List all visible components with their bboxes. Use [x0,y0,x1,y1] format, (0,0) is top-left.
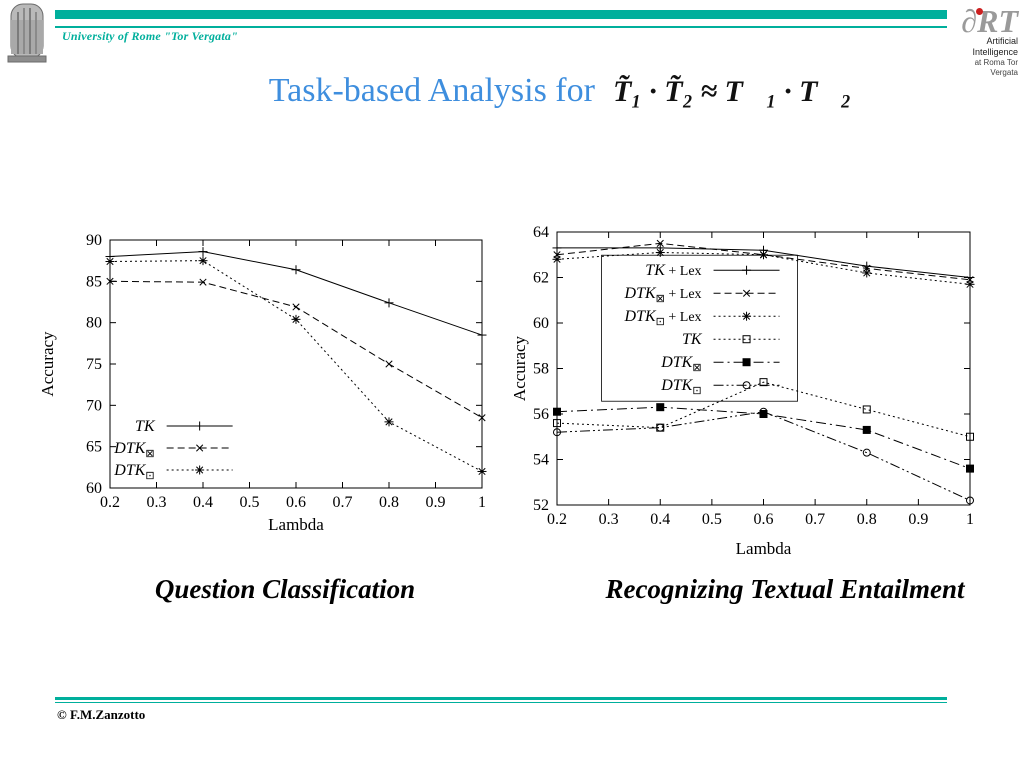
footer-line-thick [55,697,947,700]
svg-text:0.3: 0.3 [147,494,167,511]
textual-entailment-chart: 0.2 0.3 0.4 0.5 0.6 0.7 0.8 0.9 1 52 54 56 58 60 62 64 L… [512,224,975,558]
question-classification-chart: 0.2 0.3 0.4 0.5 0.6 0.7 0.8 0.9 1 60 65 70 75 80 85 90 L… [40,232,487,534]
svg-text:0.4: 0.4 [650,511,670,528]
svg-text:0.6: 0.6 [754,511,774,528]
university-logo [7,3,47,63]
svg-text:Lambda: Lambda [268,515,324,534]
art-logo-line1: Artificial Intelligence [972,36,1018,57]
svg-text:0.4: 0.4 [193,494,213,511]
header-thin-line [55,26,947,28]
title-row: Task-based Analysis for T̃₁ · T̃₂ ≈ T⃗₁ … [110,72,1010,110]
svg-text:70: 70 [86,397,102,414]
svg-text:52: 52 [533,497,549,514]
art-logo: ∂RT Artificial Intelligence at Roma Tor … [946,3,1018,78]
svg-text:0.8: 0.8 [857,511,877,528]
svg-text:DTK⊠: DTK⊠ [660,354,701,374]
caption-left: Question Classification [154,574,416,604]
art-logo-glyphs: ∂RT [961,3,1018,39]
svg-text:DTK⊡: DTK⊡ [660,377,701,397]
svg-text:64: 64 [533,224,549,241]
svg-text:58: 58 [533,361,549,378]
svg-text:1: 1 [478,494,486,511]
svg-text:54: 54 [533,452,549,469]
art-logo-red-dot [976,8,983,15]
svg-text:56: 56 [533,406,549,423]
svg-text:0.2: 0.2 [547,511,567,528]
header-bar [55,10,947,19]
title-formula: T̃₁ · T̃₂ ≈ T⃗₁ · T⃗₂ [612,75,852,108]
svg-text:65: 65 [86,439,102,456]
copyright: © F.M.Zanzotto [57,707,146,722]
svg-text:0.2: 0.2 [100,494,120,511]
page-title: Task-based Analysis for [268,72,595,109]
svg-text:85: 85 [86,273,102,290]
svg-text:DTK⊠ + Lex: DTK⊠ + Lex [624,285,702,305]
svg-text:80: 80 [86,315,102,332]
svg-text:TK: TK [682,331,703,348]
svg-text:0.3: 0.3 [599,511,619,528]
caption-right: Recognizing Textual Entailment [605,574,965,604]
svg-text:75: 75 [86,356,102,373]
svg-text:0.7: 0.7 [805,511,825,528]
university-label: University of Rome "Tor Vergata" [62,29,238,43]
svg-text:90: 90 [86,232,102,249]
svg-text:Lambda: Lambda [736,539,792,558]
svg-text:DTK⊡: DTK⊡ [113,462,154,482]
svg-text:62: 62 [533,270,549,287]
svg-text:DTK⊡ + Lex: DTK⊡ + Lex [624,308,702,328]
svg-text:0.9: 0.9 [426,494,446,511]
svg-text:0.5: 0.5 [702,511,722,528]
svg-text:0.6: 0.6 [286,494,306,511]
svg-text:0.8: 0.8 [379,494,399,511]
svg-text:0.9: 0.9 [908,511,928,528]
svg-text:TK: TK [135,418,156,435]
svg-text:TK + Lex: TK + Lex [645,262,701,279]
svg-text:60: 60 [86,480,102,497]
svg-text:Accuracy: Accuracy [512,335,529,401]
svg-text:DTK⊠: DTK⊠ [113,440,154,460]
svg-text:Accuracy: Accuracy [40,331,57,397]
footer-line-thin [55,702,947,703]
svg-text:1: 1 [966,511,974,528]
svg-text:60: 60 [533,315,549,332]
svg-text:0.7: 0.7 [333,494,353,511]
art-logo-line2: at Roma Tor Vergata [974,58,1018,77]
svg-text:0.5: 0.5 [240,494,260,511]
